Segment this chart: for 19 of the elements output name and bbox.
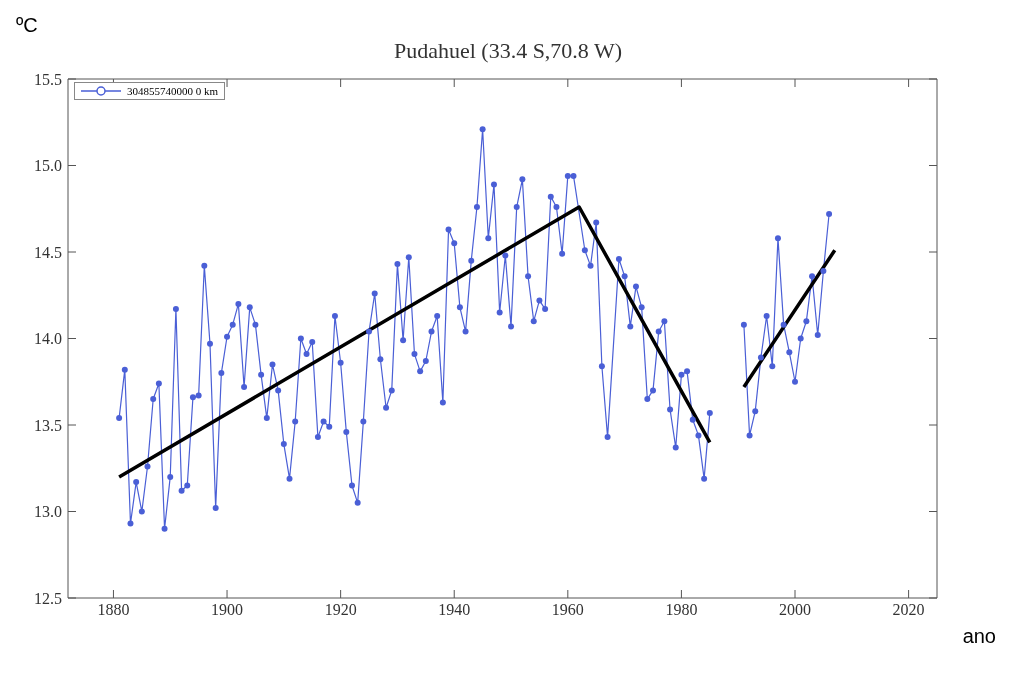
x-tick-label: 1940 [438, 601, 471, 619]
y-tick-label: 12.5 [34, 589, 62, 607]
y-tick-label: 13.0 [34, 503, 62, 521]
legend-label: 304855740000 0 km [127, 85, 219, 97]
y-tick-label: 14.0 [34, 330, 62, 348]
y-tick-label: 13.5 [34, 416, 62, 434]
x-tick-label: 2000 [779, 601, 812, 619]
x-tick-label: 1880 [97, 601, 130, 619]
x-axis-title: ano [962, 625, 996, 648]
x-tick-label: 1980 [665, 601, 698, 619]
y-tick-label: 14.5 [34, 243, 62, 261]
x-tick-label: 1900 [211, 601, 244, 619]
x-tick-label: 1920 [324, 601, 357, 619]
x-tick-label: 2020 [892, 601, 925, 619]
y-axis-title: ºC [16, 14, 38, 37]
chart-title: Pudahuel (33.4 S,70.8 W) [392, 38, 624, 64]
y-tick-label: 15.0 [34, 157, 62, 175]
x-tick-label: 1960 [551, 601, 584, 619]
y-tick-label: 15.5 [34, 70, 62, 88]
